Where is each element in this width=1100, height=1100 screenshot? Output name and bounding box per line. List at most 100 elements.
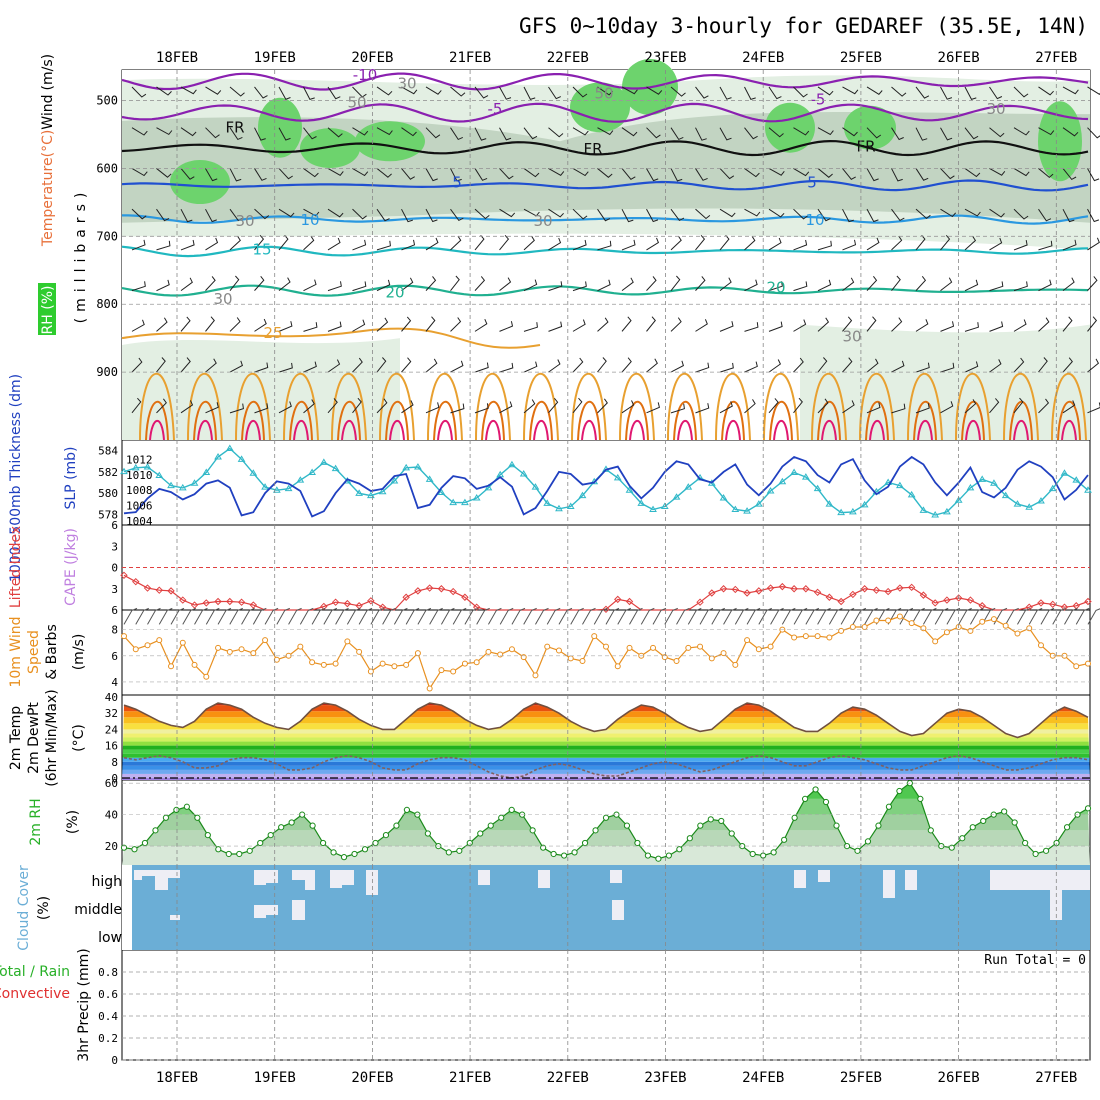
contour-35 (725, 419, 741, 441)
wind-barb (891, 86, 907, 97)
wind10-point (262, 637, 269, 644)
wind-barb (817, 168, 833, 178)
wind-barb (1013, 319, 1027, 332)
wind10-barb (981, 607, 996, 625)
wind-barb (670, 168, 683, 182)
contour-label: 50 (594, 85, 613, 103)
slp-point (1084, 486, 1092, 493)
wind-barb (254, 86, 268, 99)
lifted-tick: 3 (111, 540, 118, 553)
wind-barb (719, 86, 732, 100)
wind10-point (826, 634, 833, 641)
lifted-point (837, 597, 845, 606)
contour-30 (337, 400, 361, 441)
wind-barb (940, 127, 953, 141)
wind10-barb (382, 607, 396, 625)
wind-barb (205, 358, 217, 373)
slp-point (943, 507, 951, 515)
wind10-barb (229, 607, 243, 625)
lifted-point (449, 587, 457, 596)
wind-barb (499, 277, 512, 292)
label-precip-b: Convective (0, 986, 70, 1002)
wind-barb (474, 276, 486, 291)
wind10-barb (617, 607, 631, 625)
slp-point (155, 471, 164, 479)
wind10-barb (840, 607, 855, 625)
date-label-top: 22FEB (547, 50, 589, 66)
wind10-point (508, 646, 515, 653)
wind-barb (205, 316, 215, 332)
wind10-point (461, 660, 468, 667)
contour-25 (379, 372, 415, 441)
contour-25 (619, 372, 655, 441)
wind10-barb (393, 607, 408, 625)
wind-barb (499, 321, 514, 332)
slp-point (143, 463, 152, 470)
wind-barb (646, 237, 660, 251)
wind10-point (144, 642, 151, 649)
wind-barb (1087, 358, 1100, 373)
rh-point (571, 849, 578, 856)
contour-label: 10 (300, 211, 319, 229)
wind-barb (548, 359, 561, 373)
wind10-point (697, 643, 704, 650)
date-label-bottom: 18FEB (156, 1070, 198, 1086)
wind10-barb (429, 607, 443, 625)
slp-point (990, 479, 998, 486)
wind10-point (356, 648, 363, 655)
wind-barb (425, 402, 440, 414)
rh-point (508, 806, 515, 814)
wind-barb (205, 402, 219, 414)
rh-point (1042, 847, 1050, 854)
wind-barb (229, 86, 245, 97)
date-label-top: 19FEB (254, 50, 296, 66)
wind-barb (523, 86, 536, 101)
rh-point (487, 822, 494, 829)
contour-35 (293, 419, 309, 441)
rh-point (592, 827, 599, 834)
lifted-point (167, 587, 175, 595)
contour-30 (913, 400, 937, 441)
wind10-barb (711, 607, 725, 625)
wind-barb (229, 208, 244, 222)
rh-point (655, 855, 662, 862)
slp-point (225, 444, 234, 451)
slp-point (131, 463, 140, 471)
rh-legend-swatch (38, 283, 56, 335)
lifted-point (731, 585, 740, 594)
slp-point (766, 487, 775, 494)
wind10-point (473, 659, 480, 666)
label-cloud-high: high (91, 874, 122, 890)
contour-30 (193, 400, 217, 441)
rh-point (959, 835, 966, 842)
wind-barb (180, 168, 195, 180)
wind-barb (891, 275, 901, 291)
wind-barb (401, 239, 416, 251)
slp-point (390, 476, 399, 484)
temp-band (122, 733, 1090, 738)
wind10-barb (476, 607, 490, 625)
wind10-point (885, 617, 892, 624)
wind10-barb (629, 607, 643, 625)
contour-label: 30 (235, 212, 254, 230)
slp-point (1060, 469, 1069, 476)
wind-barb (303, 168, 319, 178)
wind-barb (205, 168, 218, 182)
wind-barb (744, 361, 758, 373)
wind-barb (229, 168, 242, 182)
cloud-gap (612, 900, 624, 920)
wind-barb (352, 86, 367, 98)
slp-point (355, 489, 364, 496)
wind10-barb (311, 607, 326, 625)
wind-barb (621, 277, 634, 292)
wind-barb (768, 237, 782, 251)
wind10-point (614, 663, 621, 670)
wind-barb (352, 357, 363, 373)
slp-point (801, 473, 810, 480)
temp-band (122, 741, 1090, 746)
wind10-barb (852, 607, 867, 625)
wind10-point (626, 644, 633, 651)
wind-barb (450, 86, 466, 97)
wind10-barb (734, 607, 749, 625)
